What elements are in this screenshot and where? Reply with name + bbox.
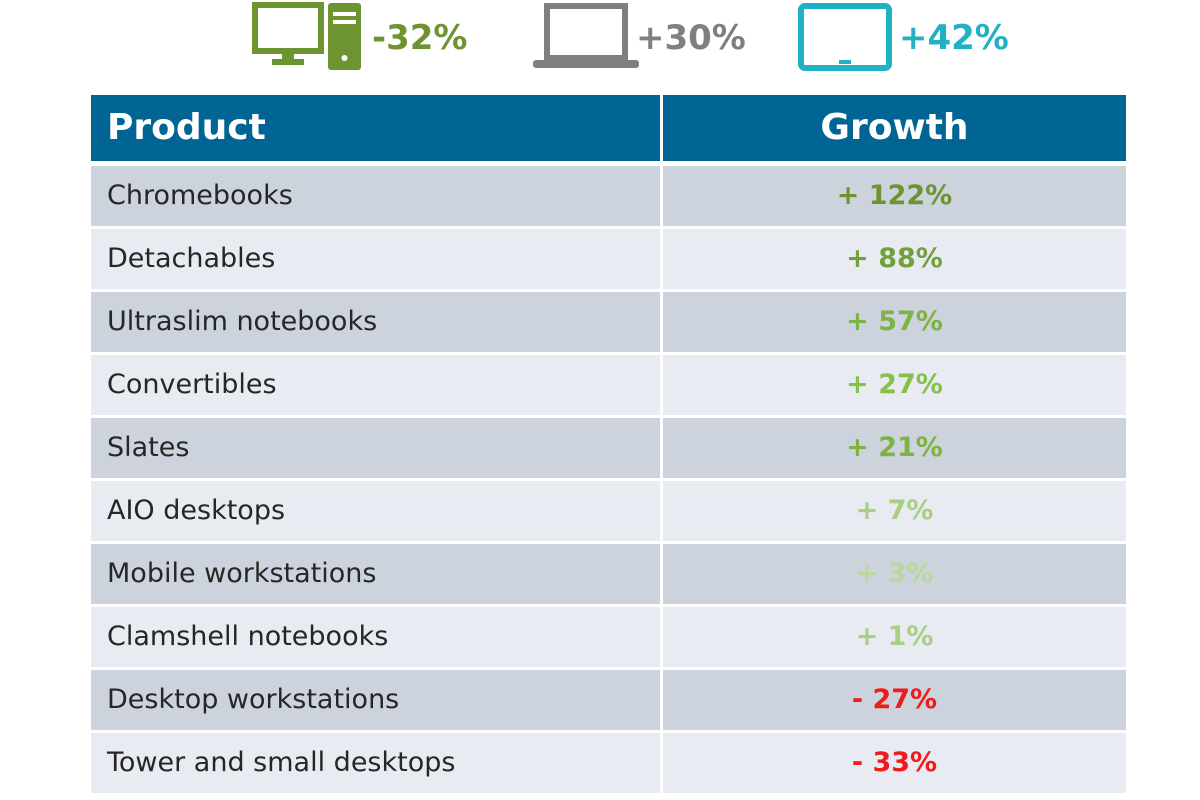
- growth-cell: - 27%: [660, 670, 1126, 730]
- product-cell: AIO desktops: [107, 495, 286, 526]
- product-cell: Ultraslim notebooks: [107, 306, 378, 337]
- table-row: AIO desktops + 7%: [91, 481, 1126, 544]
- product-cell: Chromebooks: [107, 180, 293, 211]
- product-cell: Mobile workstations: [107, 558, 377, 589]
- product-cell: Tower and small desktops: [107, 747, 456, 778]
- header-growth: Growth: [660, 95, 1126, 161]
- product-cell: Desktop workstations: [107, 684, 400, 715]
- product-cell: Detachables: [107, 243, 276, 274]
- laptop-growth-value: +30%: [636, 18, 746, 58]
- desktop-computer-icon: [252, 2, 361, 70]
- growth-cell: + 88%: [660, 229, 1126, 289]
- product-cell: Convertibles: [107, 369, 277, 400]
- table-row: Chromebooks + 122%: [91, 166, 1126, 229]
- product-cell: Slates: [107, 432, 190, 463]
- growth-cell: + 3%: [660, 544, 1126, 604]
- table-row: Desktop workstations - 27%: [91, 670, 1126, 733]
- table-row: Detachables + 88%: [91, 229, 1126, 292]
- growth-table: Product Growth Chromebooks + 122% Detachab…: [91, 95, 1126, 796]
- growth-cell: + 57%: [660, 292, 1126, 352]
- table-row: Slates + 21%: [91, 418, 1126, 481]
- table-row: Ultraslim notebooks + 57%: [91, 292, 1126, 355]
- table-row: Convertibles + 27%: [91, 355, 1126, 418]
- table-row: Clamshell notebooks + 1%: [91, 607, 1126, 670]
- table-row: Mobile workstations + 3%: [91, 544, 1126, 607]
- growth-cell: + 27%: [660, 355, 1126, 415]
- tablet-growth-value: +42%: [899, 18, 1009, 58]
- growth-cell: + 1%: [660, 607, 1126, 667]
- product-cell: Clamshell notebooks: [107, 621, 389, 652]
- laptop-icon: [533, 3, 639, 68]
- desktop-growth-value: -32%: [372, 18, 468, 58]
- table-body: Chromebooks + 122% Detachables + 88% Ultrasl…: [91, 166, 1126, 796]
- growth-cell: + 21%: [660, 418, 1126, 478]
- header-product: Product: [107, 107, 266, 148]
- growth-cell: + 7%: [660, 481, 1126, 541]
- table-header: Product Growth: [91, 95, 1126, 166]
- table-row: Tower and small desktops - 33%: [91, 733, 1126, 796]
- tablet-icon: [798, 3, 892, 71]
- growth-cell: + 122%: [660, 166, 1126, 226]
- growth-cell: - 33%: [660, 733, 1126, 793]
